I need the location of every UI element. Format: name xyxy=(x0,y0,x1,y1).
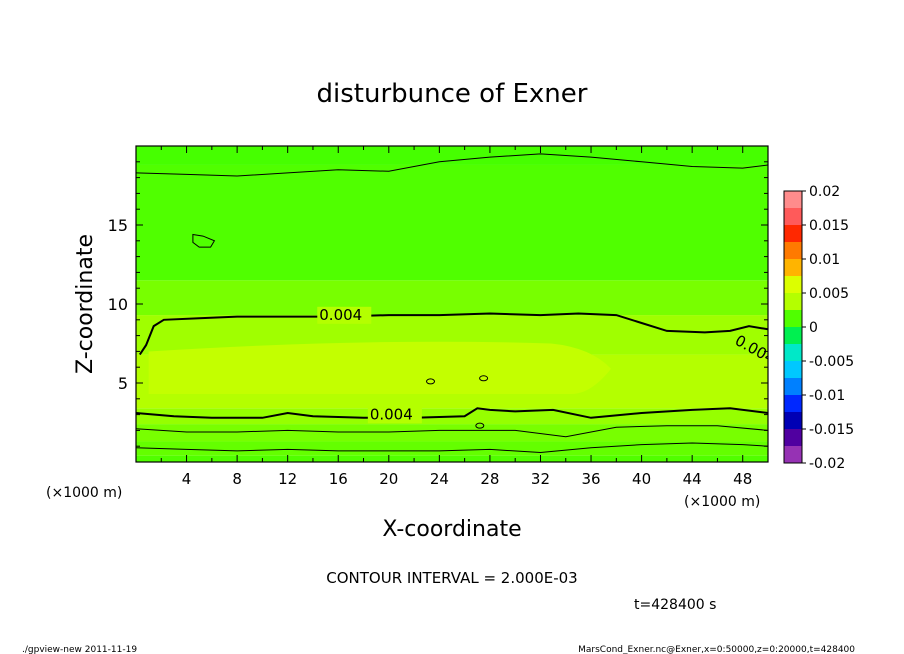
y-tick-label: 15 xyxy=(108,216,128,235)
colorbar-swatch xyxy=(784,327,802,345)
colorbar-label: 0.005 xyxy=(809,286,849,302)
band-1 xyxy=(136,441,768,456)
time-stamp: t=428400 s xyxy=(634,597,716,613)
colorbar-label: 0.015 xyxy=(809,218,849,234)
x-unit-label-left: (×1000 m) xyxy=(46,485,122,501)
colorbar-swatch xyxy=(784,276,802,294)
footer-left: ./gpview-new 2011-11-19 xyxy=(22,645,137,654)
x-tick-label: 48 xyxy=(733,470,752,488)
colorbar-swatch xyxy=(784,225,802,243)
colorbar-label: -0.02 xyxy=(809,456,845,472)
colorbar-swatch xyxy=(784,361,802,379)
colorbar-swatch xyxy=(784,412,802,430)
x-tick-label: 40 xyxy=(632,470,651,488)
contour-line-2 xyxy=(136,425,768,438)
x-tick-label: 36 xyxy=(581,470,600,488)
band-8 xyxy=(136,146,768,165)
chart-title: disturbunce of Exner xyxy=(317,79,588,109)
colorbar-label: -0.015 xyxy=(809,422,854,438)
y-tick-label: 10 xyxy=(108,295,128,314)
colorbar-swatch xyxy=(784,242,802,260)
colorbar-label: 0.02 xyxy=(809,184,840,200)
colorbar-swatch xyxy=(784,446,802,464)
core-region xyxy=(148,341,612,395)
x-unit-label-right: (×1000 m) xyxy=(684,494,760,510)
colorbar-label: 0.01 xyxy=(809,252,840,268)
x-tick-label: 28 xyxy=(480,470,499,488)
y-axis-label: Z-coordinate xyxy=(73,234,98,374)
colorbar-swatch xyxy=(784,259,802,277)
x-tick-label: 12 xyxy=(278,470,297,488)
band-7 xyxy=(136,164,768,281)
y-tick-label: 5 xyxy=(118,374,128,393)
colorbar-swatch xyxy=(784,191,802,209)
colorbar-swatch xyxy=(784,310,802,328)
x-tick-label: 32 xyxy=(531,470,550,488)
x-tick-label: 44 xyxy=(683,470,702,488)
colorbar-swatch xyxy=(784,429,802,447)
contour-label-bg-0 xyxy=(317,306,372,324)
x-axis-label: X-coordinate xyxy=(382,517,521,542)
colorbar: 0.02 0.015 0.01 0.005 0 -0.005 -0.01 -0.015 -0.0… xyxy=(783,184,854,472)
contour-label-1: 0.004 xyxy=(370,405,413,423)
contour-interval-note: CONTOUR INTERVAL = 2.000E-03 xyxy=(326,569,577,587)
contour-label-bg-1 xyxy=(367,406,422,424)
contour-line-3 xyxy=(136,442,768,454)
contour-line-0 xyxy=(138,312,768,356)
colorbar-label: -0.01 xyxy=(809,388,845,404)
band-2 xyxy=(136,424,768,442)
colorbar-swatch xyxy=(784,378,802,396)
x-tick-label: 24 xyxy=(430,470,449,488)
small-contour-1 xyxy=(475,422,485,429)
colorbar-label: 0 xyxy=(809,320,818,336)
colorbar-swatch xyxy=(784,293,802,311)
colorbar-swatch xyxy=(784,344,802,362)
x-tick-label: 4 xyxy=(182,470,192,488)
x-tick-label: 8 xyxy=(232,470,242,488)
contour-line-1 xyxy=(136,407,768,419)
colorbar-swatch xyxy=(784,208,802,226)
contour-label-0: 0.004 xyxy=(319,306,362,324)
band-6 xyxy=(136,280,768,316)
colorbar-swatch xyxy=(784,395,802,413)
contour-line-4 xyxy=(136,153,768,177)
x-tick-label: 20 xyxy=(379,470,398,488)
contour-line-5 xyxy=(192,233,216,248)
colorbar-label: -0.005 xyxy=(809,354,854,370)
small-contour-2 xyxy=(479,375,489,382)
footer-right: MarsCond_Exner.nc@Exner,x=0:50000,z=0:20… xyxy=(578,645,855,654)
band-0 xyxy=(136,455,768,462)
small-contour-0 xyxy=(426,378,436,385)
x-tick-label: 16 xyxy=(329,470,348,488)
